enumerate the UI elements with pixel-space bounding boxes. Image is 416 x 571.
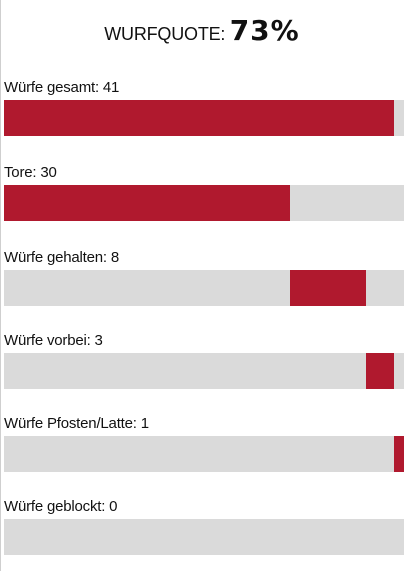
stat-label: Würfe vorbei: 3 <box>4 332 103 349</box>
shot-quota-value: 73% <box>229 14 300 47</box>
stat-bar-fill <box>4 185 290 221</box>
stat-label: Tore: 30 <box>4 164 57 181</box>
stat-bar-fill <box>289 270 366 306</box>
stat-shots-saved: Würfe gehalten: 8 <box>4 249 404 306</box>
stat-shots-blocked: Würfe geblockt: 0 <box>4 498 404 555</box>
stat-shots-total: Würfe gesamt: 41 <box>4 79 404 136</box>
stat-label: Würfe gehalten: 8 <box>4 249 120 266</box>
stat-bar-track <box>4 270 404 306</box>
left-border <box>0 0 1 571</box>
stat-label: Würfe geblockt: 0 <box>4 498 118 515</box>
stat-label: Würfe gesamt: 41 <box>4 79 120 96</box>
shot-quota-header: WURFQUOTE: 73% <box>0 14 404 47</box>
stat-bar-track <box>4 185 404 221</box>
stat-bar-track <box>4 436 404 472</box>
stat-bar-fill <box>365 353 395 389</box>
stat-bar-track <box>4 100 404 136</box>
stat-label: Würfe Pfosten/Latte: 1 <box>4 415 149 432</box>
stat-bar-fill <box>394 436 404 472</box>
stat-shots-missed: Würfe vorbei: 3 <box>4 332 404 389</box>
shot-quota-label: WURFQUOTE: <box>104 24 226 44</box>
stat-bar-fill <box>4 100 395 136</box>
stat-goals: Tore: 30 <box>4 164 404 221</box>
stat-bar-track <box>4 519 404 555</box>
stat-bar-track <box>4 353 404 389</box>
stat-shots-post-crossbar: Würfe Pfosten/Latte: 1 <box>4 415 404 472</box>
